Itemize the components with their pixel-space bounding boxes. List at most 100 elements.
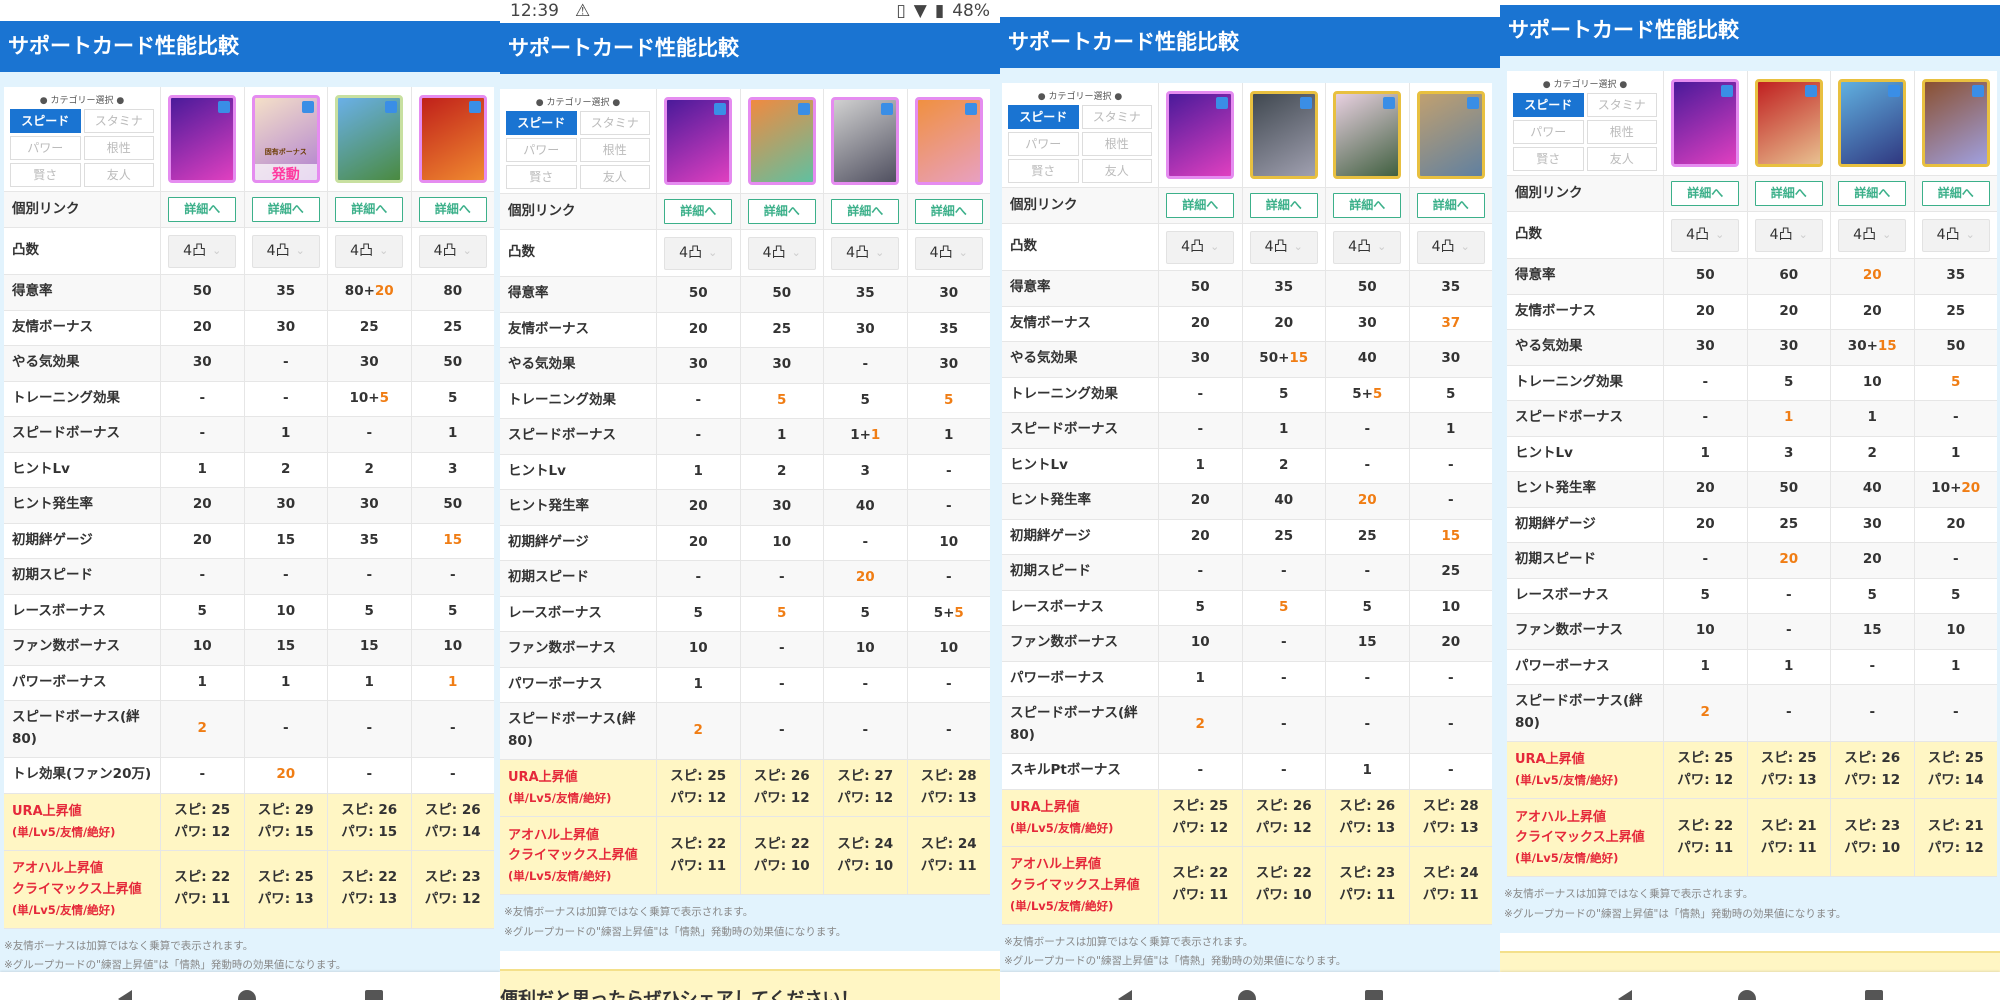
limit-break-select[interactable]: 4凸 ⌄ bbox=[1416, 230, 1485, 264]
category-button[interactable]: パワー bbox=[10, 136, 81, 160]
stat-cell: 1 bbox=[1915, 650, 1998, 685]
home-icon[interactable] bbox=[238, 990, 256, 1000]
base-value: 40 bbox=[1274, 492, 1294, 509]
category-button[interactable]: 根性 bbox=[1586, 120, 1657, 144]
stat-cell: 10 bbox=[908, 632, 991, 667]
category-button[interactable]: 賢さ bbox=[1008, 159, 1079, 183]
category-button[interactable]: スピード bbox=[10, 109, 81, 133]
support-card-image[interactable] bbox=[335, 95, 404, 183]
stat-value: 1 bbox=[365, 672, 374, 694]
category-button[interactable]: スピード bbox=[1008, 105, 1079, 129]
category-button[interactable]: スタミナ bbox=[579, 111, 650, 135]
details-button[interactable]: 詳細へ bbox=[335, 197, 404, 222]
details-button[interactable]: 詳細へ bbox=[1754, 181, 1823, 206]
support-card-image[interactable] bbox=[914, 97, 983, 185]
support-card-image[interactable] bbox=[1166, 91, 1235, 179]
support-card-image[interactable]: 固有ボーナス 発動 bbox=[251, 95, 320, 183]
limit-break-select[interactable]: 4凸 ⌄ bbox=[664, 236, 733, 270]
support-card-image[interactable] bbox=[1754, 79, 1823, 167]
details-button[interactable]: 詳細へ bbox=[168, 197, 237, 222]
back-icon[interactable] bbox=[1618, 990, 1632, 1000]
base-value: - bbox=[695, 391, 702, 408]
support-card-image[interactable] bbox=[418, 95, 487, 183]
details-button[interactable]: 詳細へ bbox=[1921, 181, 1990, 206]
limit-break-select[interactable]: 4凸 ⌄ bbox=[168, 234, 237, 268]
stat-row: ファン数ボーナス 10 - 10 10 bbox=[500, 632, 990, 668]
support-card-image[interactable] bbox=[831, 97, 900, 185]
category-button[interactable]: 賢さ bbox=[1513, 147, 1584, 171]
details-button[interactable]: 詳細へ bbox=[664, 199, 733, 224]
stat-cell: 20 bbox=[657, 490, 741, 525]
recents-icon[interactable] bbox=[365, 990, 383, 1000]
category-button[interactable]: スタミナ bbox=[83, 109, 154, 133]
stat-value: - bbox=[1281, 714, 1287, 736]
support-card-image[interactable] bbox=[1921, 79, 1990, 167]
support-card-image[interactable] bbox=[1416, 91, 1485, 179]
category-button[interactable]: 友人 bbox=[579, 165, 650, 189]
stat-cell: 1 bbox=[1664, 436, 1748, 471]
base-value: 20 bbox=[1441, 634, 1461, 651]
limit-break-select[interactable]: 4凸 ⌄ bbox=[1838, 218, 1907, 252]
category-button[interactable]: 友人 bbox=[83, 163, 154, 187]
home-icon[interactable] bbox=[1738, 990, 1756, 1000]
details-button[interactable]: 詳細へ bbox=[418, 197, 487, 222]
category-button[interactable]: 賢さ bbox=[506, 165, 577, 189]
back-icon[interactable] bbox=[1118, 990, 1132, 1000]
support-card-image[interactable] bbox=[1333, 91, 1402, 179]
details-button[interactable]: 詳細へ bbox=[1333, 193, 1402, 218]
limit-break-select[interactable]: 4凸 ⌄ bbox=[831, 236, 900, 270]
limit-break-select[interactable]: 4凸 ⌄ bbox=[418, 234, 487, 268]
stat-cell: - bbox=[412, 701, 495, 757]
recents-icon[interactable] bbox=[1365, 990, 1383, 1000]
limit-break-select[interactable]: 4凸 ⌄ bbox=[1921, 218, 1990, 252]
base-value: - bbox=[1280, 669, 1287, 686]
details-button[interactable]: 詳細へ bbox=[1166, 193, 1235, 218]
details-button[interactable]: 詳細へ bbox=[1249, 193, 1318, 218]
details-button[interactable]: 詳細へ bbox=[747, 199, 816, 224]
category-button[interactable]: パワー bbox=[1513, 120, 1584, 144]
support-card-image[interactable] bbox=[1249, 91, 1318, 179]
limit-break-select[interactable]: 4凸 ⌄ bbox=[1671, 218, 1740, 252]
recents-icon[interactable] bbox=[1865, 990, 1883, 1000]
back-icon[interactable] bbox=[118, 990, 132, 1000]
category-button[interactable]: 根性 bbox=[579, 138, 650, 162]
details-button[interactable]: 詳細へ bbox=[1671, 181, 1740, 206]
category-button[interactable]: 友人 bbox=[1081, 159, 1152, 183]
support-card-image[interactable] bbox=[747, 97, 816, 185]
support-card-image[interactable] bbox=[1838, 79, 1907, 167]
category-button[interactable]: スタミナ bbox=[1081, 105, 1152, 129]
category-button[interactable]: スピード bbox=[506, 111, 577, 135]
content-area: ● カテゴリー選択 ● スピード スタミナ パワー 根性 賢さ 友人 固有ボーナス 発動 個別リン… bbox=[0, 72, 500, 1000]
category-button[interactable]: スタミナ bbox=[1586, 93, 1657, 117]
limit-break-select[interactable]: 4凸 ⌄ bbox=[1166, 230, 1235, 264]
category-button[interactable]: パワー bbox=[506, 138, 577, 162]
support-card-image[interactable] bbox=[1671, 79, 1740, 167]
limit-break-select[interactable]: 4凸 ⌄ bbox=[335, 234, 404, 268]
limit-break-select[interactable]: 4凸 ⌄ bbox=[1333, 230, 1402, 264]
limit-break-select[interactable]: 4凸 ⌄ bbox=[747, 236, 816, 270]
category-button[interactable]: パワー bbox=[1008, 132, 1079, 156]
limit-break-select[interactable]: 4凸 ⌄ bbox=[251, 234, 320, 268]
home-icon[interactable] bbox=[1238, 990, 1256, 1000]
limit-break-select[interactable]: 4凸 ⌄ bbox=[1754, 218, 1823, 252]
details-button[interactable]: 詳細へ bbox=[914, 199, 983, 224]
row-label: トレーニング効果 bbox=[1507, 365, 1664, 400]
details-button[interactable]: 詳細へ bbox=[1838, 181, 1907, 206]
category-button[interactable]: 賢さ bbox=[10, 163, 81, 187]
category-button[interactable]: 友人 bbox=[1586, 147, 1657, 171]
base-value: 35 bbox=[1274, 279, 1294, 296]
stat-value: 80+20 bbox=[345, 281, 394, 303]
details-button[interactable]: 詳細へ bbox=[251, 197, 320, 222]
support-card-image[interactable] bbox=[168, 95, 237, 183]
details-button[interactable]: 詳細へ bbox=[1416, 193, 1485, 218]
support-card-image[interactable] bbox=[664, 97, 733, 185]
card-cell bbox=[1410, 83, 1493, 187]
details-button[interactable]: 詳細へ bbox=[831, 199, 900, 224]
base-value: 5 bbox=[448, 389, 458, 406]
stat-value: 5+5 bbox=[934, 603, 964, 625]
limit-break-select[interactable]: 4凸 ⌄ bbox=[914, 236, 983, 270]
category-button[interactable]: 根性 bbox=[83, 136, 154, 160]
category-button[interactable]: スピード bbox=[1513, 93, 1584, 117]
limit-break-select[interactable]: 4凸 ⌄ bbox=[1249, 230, 1318, 264]
category-button[interactable]: 根性 bbox=[1081, 132, 1152, 156]
